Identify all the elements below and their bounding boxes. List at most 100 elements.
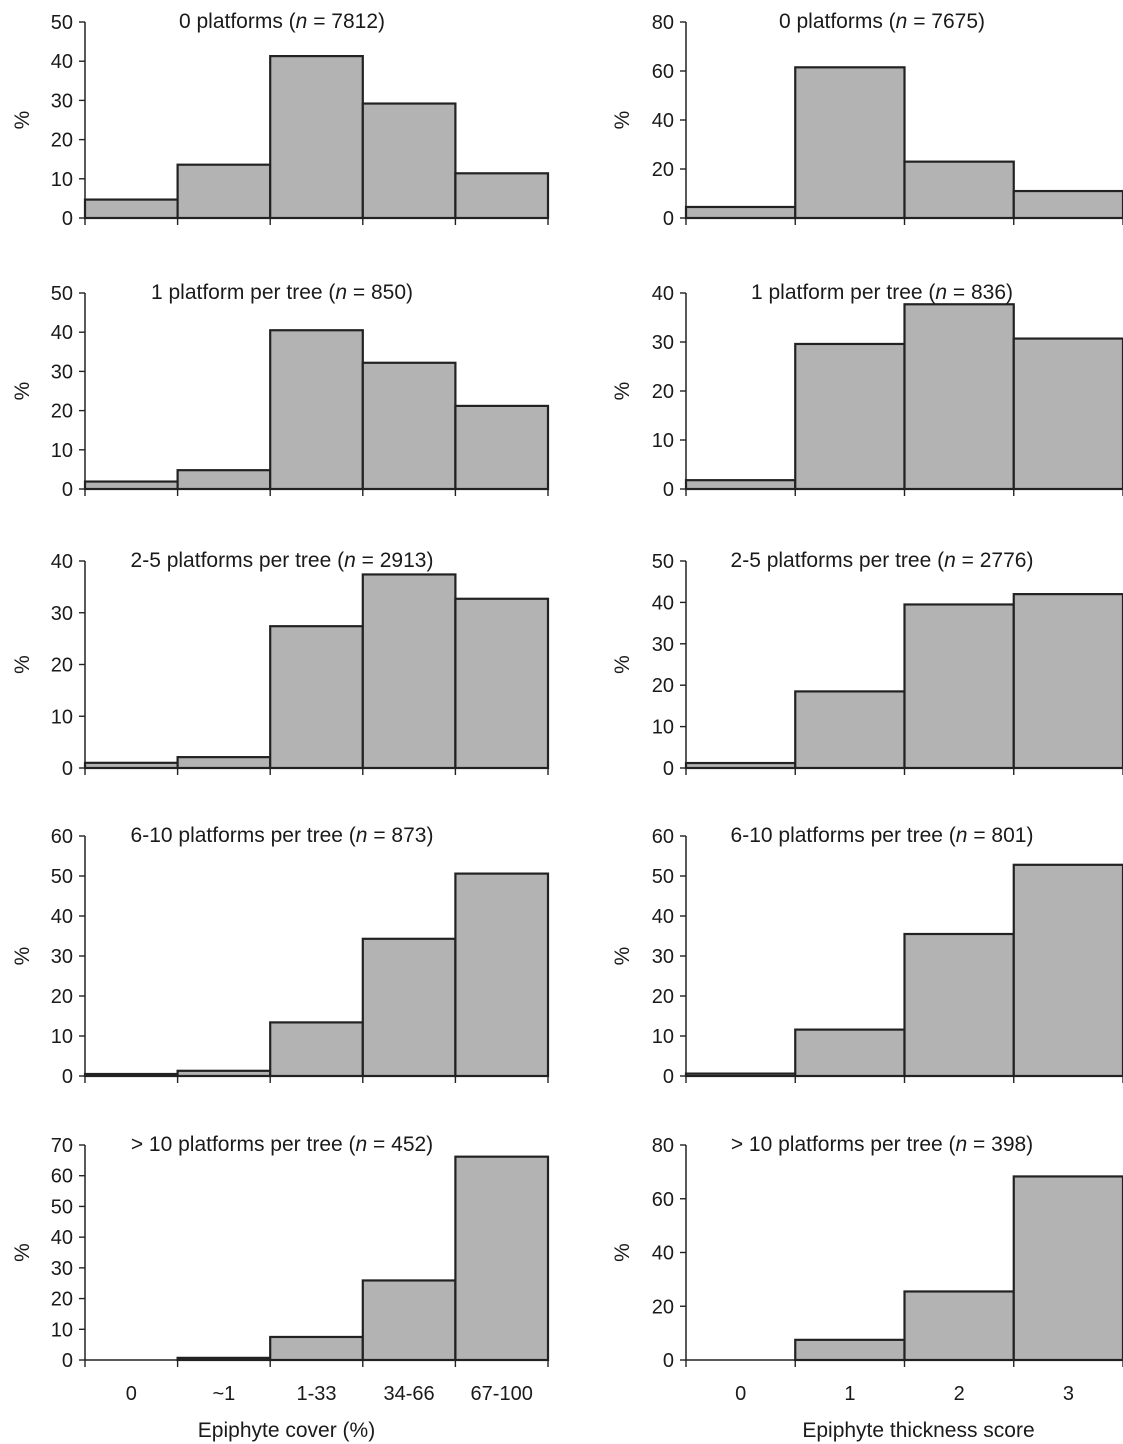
y-tick-label: 20 — [51, 986, 73, 1008]
bar — [176, 1069, 272, 1078]
y-tick-label: 20 — [51, 130, 73, 152]
title-part: 2-5 platforms per tree ( — [731, 549, 945, 572]
x-tick-label: 1-33 — [296, 1383, 336, 1405]
title-part: = 398) — [967, 1133, 1033, 1156]
bar — [903, 1290, 1015, 1362]
bar — [83, 761, 179, 770]
bar — [903, 603, 1015, 770]
title-part: = 850) — [347, 281, 413, 304]
bar — [269, 329, 364, 491]
y-tick-label: 10 — [652, 1026, 674, 1048]
y-tick-label: 20 — [51, 401, 73, 423]
y-tick-label: 40 — [51, 551, 73, 573]
bar — [794, 66, 906, 220]
y-tick-label: 30 — [652, 946, 674, 968]
y-tick-label: 10 — [652, 430, 674, 452]
bar — [1012, 1175, 1123, 1362]
x-tick-label: 1 — [844, 1383, 855, 1405]
y-axis-label: % — [11, 111, 34, 130]
x-tick-label: 67-100 — [471, 1383, 533, 1405]
bar — [83, 198, 179, 220]
y-tick-label: 0 — [663, 1066, 674, 1088]
y-tick-label: 0 — [663, 208, 674, 230]
bar — [1012, 593, 1123, 770]
y-tick-label: 50 — [51, 866, 73, 888]
x-axis-label: Epiphyte thickness score — [802, 1419, 1034, 1442]
x-tick-label: ~1 — [212, 1383, 235, 1405]
x-tick-label: 3 — [1063, 1383, 1074, 1405]
y-tick-label: 70 — [51, 1135, 73, 1157]
y-axis-label: % — [11, 1243, 34, 1262]
y-axis-label: % — [611, 111, 634, 130]
bar — [903, 303, 1015, 491]
bar — [903, 932, 1015, 1078]
bar — [361, 573, 457, 770]
y-tick-label: 50 — [652, 551, 674, 573]
subplot-title: 2-5 platforms per tree (n = 2776) — [731, 549, 1034, 572]
bar — [903, 160, 1015, 220]
y-tick-label: 0 — [62, 479, 73, 501]
subplot-left-3: 0 10 20 30 40% 2-5 platforms per tree (n = 29… — [11, 549, 550, 780]
title-n-symbol: n — [335, 281, 347, 304]
y-tick-label: 20 — [652, 1296, 674, 1318]
title-n-symbol: n — [344, 549, 356, 572]
bar — [361, 102, 457, 220]
y-tick-label: 30 — [51, 603, 73, 625]
y-tick-label: 30 — [51, 90, 73, 112]
title-part: > 10 platforms per tree ( — [731, 1133, 956, 1156]
y-tick-label: 60 — [652, 61, 674, 83]
y-tick-label: 30 — [51, 946, 73, 968]
title-n-symbol: n — [296, 10, 308, 33]
title-part: = 452) — [367, 1133, 433, 1156]
subplot-title: > 10 platforms per tree (n = 452) — [131, 1133, 433, 1156]
x-tick-label: 2 — [954, 1383, 965, 1405]
y-tick-label: 10 — [51, 169, 73, 191]
subplot-right-1: 0 20 40 60 80% 0 platforms (n = 7675) — [611, 10, 1123, 230]
y-tick-label: 50 — [652, 866, 674, 888]
y-tick-label: 0 — [62, 1350, 73, 1372]
title-part: = 873) — [367, 824, 433, 847]
y-tick-label: 0 — [62, 758, 73, 780]
y-tick-label: 30 — [652, 634, 674, 656]
y-tick-label: 60 — [51, 826, 73, 848]
y-tick-label: 40 — [652, 592, 674, 614]
y-tick-label: 10 — [51, 706, 73, 728]
title-part: = 801) — [967, 824, 1033, 847]
subplot-title: 2-5 platforms per tree (n = 2913) — [131, 549, 434, 572]
y-tick-label: 50 — [51, 283, 73, 305]
title-part: 1 platform per tree ( — [151, 281, 335, 304]
bar — [794, 342, 906, 491]
y-tick-label: 0 — [663, 1350, 674, 1372]
y-tick-label: 40 — [652, 1243, 674, 1265]
y-tick-label: 80 — [652, 1135, 674, 1157]
bar — [794, 690, 906, 770]
y-axis-label: % — [11, 947, 34, 966]
bar — [454, 1155, 550, 1362]
y-tick-label: 20 — [51, 1289, 73, 1311]
bar — [794, 1338, 906, 1362]
subplot-title: 6-10 platforms per tree (n = 801) — [731, 824, 1034, 847]
subplot-right-2: 0 10 20 30 40% 1 platform per tree (n = 836) — [611, 281, 1123, 501]
y-tick-label: 40 — [51, 1227, 73, 1249]
y-tick-label: 0 — [663, 479, 674, 501]
subplot-right-4: 0 10 20 30 40 50 60% 6-10 platforms per tree (n… — [611, 824, 1123, 1088]
bar — [684, 205, 797, 220]
y-tick-label: 40 — [51, 906, 73, 928]
y-tick-label: 20 — [51, 655, 73, 677]
bar — [454, 597, 550, 770]
bar — [454, 404, 550, 491]
y-tick-label: 0 — [62, 208, 73, 230]
title-part: 1 platform per tree ( — [751, 281, 935, 304]
bar — [684, 479, 797, 491]
y-tick-label: 30 — [51, 1258, 73, 1280]
bar — [1012, 189, 1123, 220]
y-axis-label: % — [611, 947, 634, 966]
bar — [269, 1021, 364, 1078]
title-part: = 7675) — [907, 10, 985, 33]
bar — [361, 361, 457, 491]
title-n-symbol: n — [935, 281, 947, 304]
title-n-symbol: n — [356, 824, 368, 847]
y-tick-label: 40 — [652, 110, 674, 132]
bar — [1012, 337, 1123, 491]
